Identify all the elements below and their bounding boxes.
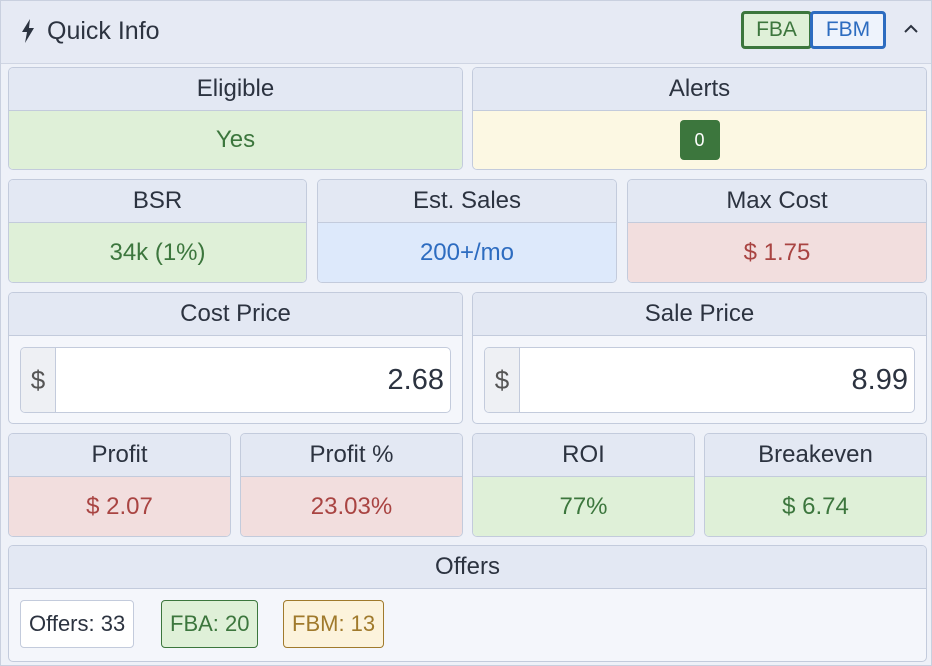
card-label: Profit xyxy=(9,434,230,477)
cost-price-input[interactable]: $ 2.68 xyxy=(20,347,451,413)
bolt-icon xyxy=(22,19,34,43)
input-prefix: $ xyxy=(485,348,520,412)
profit-percent-card: Profit % 23.03% xyxy=(240,433,463,537)
card-value: $ 1.75 xyxy=(628,223,926,282)
offers-badge: Offers: 33 xyxy=(20,600,135,648)
roi-card: ROI 77% xyxy=(472,433,695,537)
breakeven-card: Breakeven $ 6.74 xyxy=(704,433,927,537)
fbm-toggle[interactable]: FBM xyxy=(810,11,886,49)
card-value: 23.03% xyxy=(241,477,462,536)
alerts-card: Alerts 0 xyxy=(472,67,927,170)
card-value: $ 2.07 xyxy=(9,477,230,536)
eligible-card: Eligible Yes xyxy=(8,67,463,170)
fba-toggle[interactable]: FBA xyxy=(741,11,812,49)
card-value: $ 6.74 xyxy=(705,477,926,536)
max-cost-card: Max Cost $ 1.75 xyxy=(627,179,927,283)
card-label: Profit % xyxy=(241,434,462,477)
input-value[interactable]: 2.68 xyxy=(387,364,444,396)
input-value[interactable]: 8.99 xyxy=(851,364,908,396)
card-label: ROI xyxy=(473,434,694,477)
cost-price-card: Cost Price $ 2.68 xyxy=(8,292,463,424)
alerts-badge: 0 xyxy=(679,120,720,160)
card-value: 200+/mo xyxy=(318,223,616,282)
est-sales-card: Est. Sales 200+/mo xyxy=(317,179,617,283)
card-value: 77% xyxy=(473,477,694,536)
offers-card: Offers Offers: 33 FBA: 20 FBM: 13 xyxy=(8,545,927,662)
card-label: Eligible xyxy=(9,68,462,111)
card-label: Alerts xyxy=(473,68,926,111)
input-prefix: $ xyxy=(21,348,56,412)
card-label: Offers xyxy=(9,546,926,589)
card-label: Sale Price xyxy=(473,293,926,336)
profit-card: Profit $ 2.07 xyxy=(8,433,231,537)
header: Quick Info FBA FBM xyxy=(1,1,931,64)
sale-price-card: Sale Price $ 8.99 xyxy=(472,292,927,424)
card-label: BSR xyxy=(9,180,306,223)
fbm-offers-badge: FBM: 13 xyxy=(283,600,385,648)
card-label: Est. Sales xyxy=(318,180,616,223)
card-body: 0 xyxy=(473,111,926,169)
card-label: Breakeven xyxy=(705,434,926,477)
card-value: 34k (1%) xyxy=(9,223,306,282)
fba-offers-badge: FBA: 20 xyxy=(161,600,259,648)
card-label: Cost Price xyxy=(9,293,462,336)
bsr-card: BSR 34k (1%) xyxy=(8,179,307,283)
title: Quick Info xyxy=(47,17,160,45)
sale-price-input[interactable]: $ 8.99 xyxy=(484,347,915,413)
collapse-chevron[interactable] xyxy=(903,23,919,35)
card-label: Max Cost xyxy=(628,180,926,223)
card-value: Yes xyxy=(9,111,462,169)
